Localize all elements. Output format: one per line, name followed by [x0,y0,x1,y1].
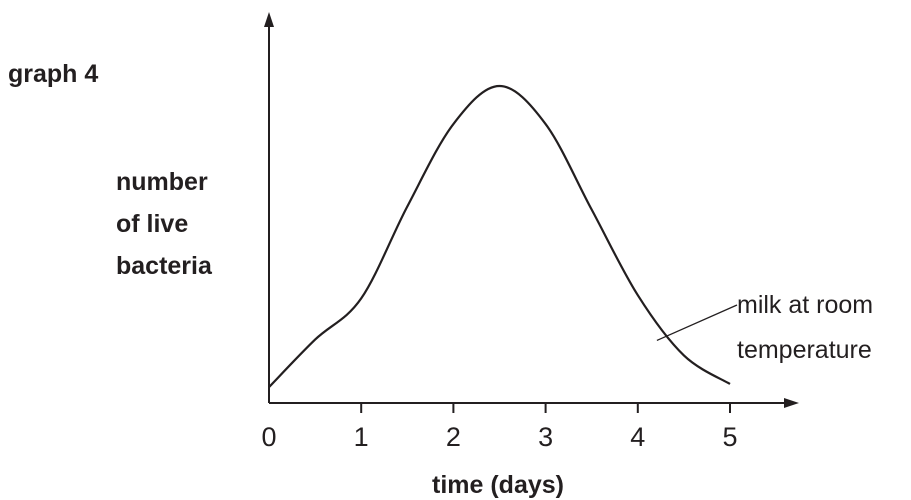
y-axis-label-line-1: number [116,168,208,196]
x-ticks: 0 1 2 3 4 5 [261,403,738,452]
y-axis-label-line-3: bacteria [116,252,213,280]
y-axis-label-line-2: of live [116,210,188,238]
chart-title: graph 4 [8,60,98,88]
annotation-line-2: temperature [737,336,872,364]
x-tick-label-2: 2 [446,422,461,452]
x-tick-label-0: 0 [261,422,276,452]
x-tick-label-4: 4 [630,422,645,452]
x-tick-label-5: 5 [722,422,737,452]
series-line-milk-at-room-temperature [268,84,731,388]
x-tick-label-1: 1 [354,422,369,452]
x-axis-label: time (days) [432,471,564,499]
annotation-line-1: milk at room [737,291,873,319]
x-axis-arrow-icon [784,398,799,408]
x-tick-label-3: 3 [538,422,553,452]
annotation-leader-line [656,304,738,342]
y-axis-arrow-icon [264,12,274,27]
